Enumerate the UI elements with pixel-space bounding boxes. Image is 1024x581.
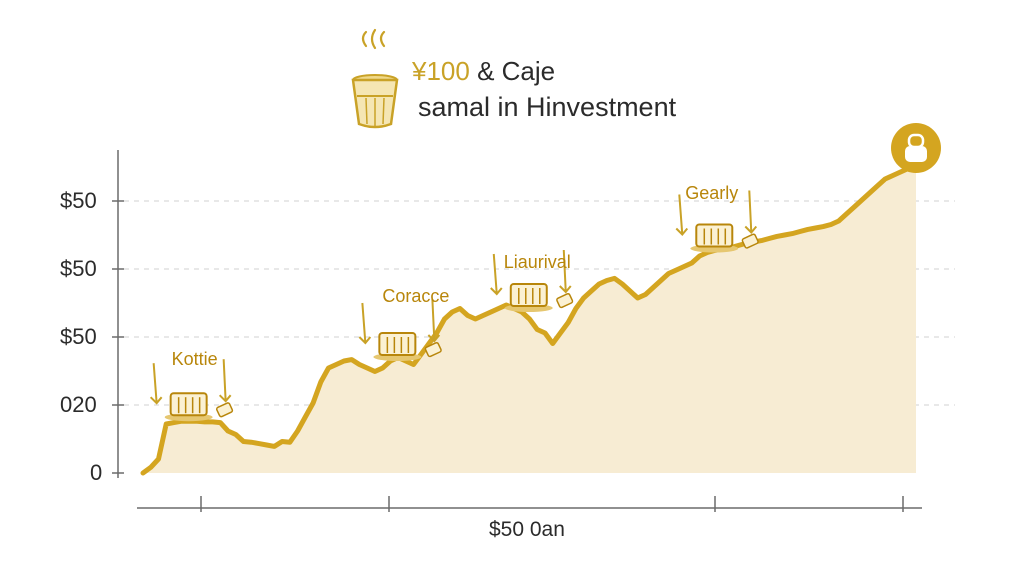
x-axis-label: $50 0an [489,518,565,542]
building-icon [511,284,547,306]
annotation-label: Kottie [172,349,218,370]
tag-icon [556,293,573,308]
y-tick-label: $50 [60,188,130,214]
arrow-down-icon [745,191,756,233]
title-rest: & Caje [470,56,555,86]
arrow-down-icon [491,254,502,294]
building-icon [379,333,415,355]
building-icon [171,393,207,415]
y-tick-label: 0 [90,460,160,486]
annotation-label: Gearly [685,183,738,204]
coffee-cup-icon [353,30,397,127]
annotation-label: Liaurival [504,252,571,273]
y-tick-label: $50 [60,256,130,282]
chart-subtitle: samal in Hinvestment [418,92,676,123]
x-ticks [201,496,903,512]
annotation-label: Coracce [382,286,449,307]
arrow-down-icon [220,359,231,401]
end-badge [891,123,941,173]
building-icon [696,225,732,247]
y-tick-label: $50 [60,324,130,350]
arrow-down-icon [151,363,162,403]
y-tick-label: 020 [60,392,130,418]
annotation-marker [359,299,441,361]
chart-title: ¥100 & Caje [412,56,555,87]
title-accent: ¥100 [412,56,470,86]
